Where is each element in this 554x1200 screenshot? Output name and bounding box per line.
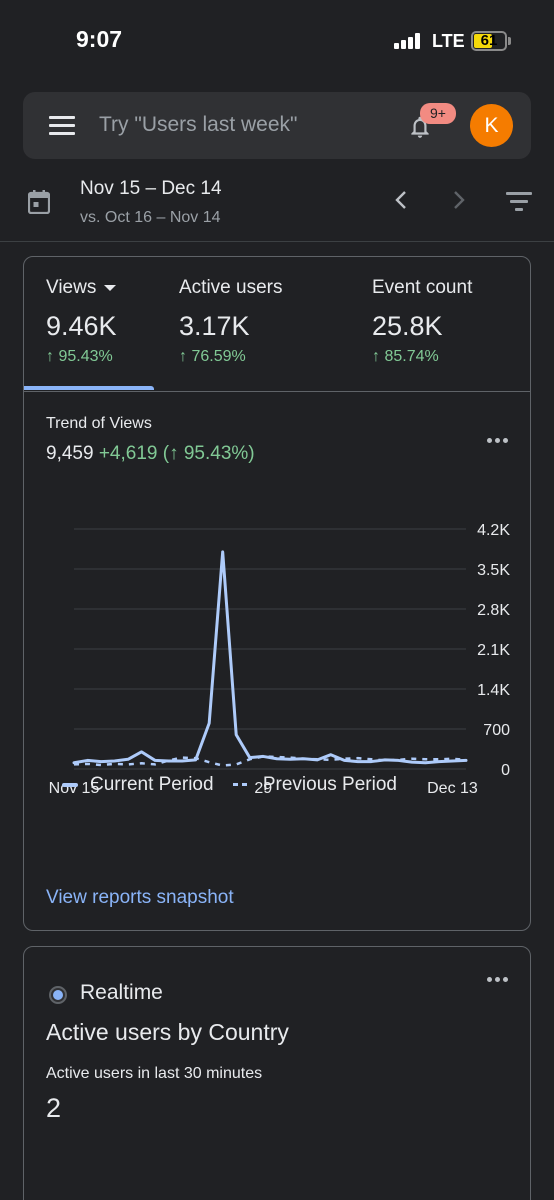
chevron-right-icon[interactable] xyxy=(446,188,470,212)
battery-icon: 61 xyxy=(471,31,507,51)
search-bar[interactable]: Try "Users last week" 9+ K xyxy=(23,92,531,159)
more-options-icon[interactable] xyxy=(487,438,511,446)
network-type: LTE xyxy=(432,31,465,51)
legend-previous: Previous Period xyxy=(232,774,397,796)
series-line-previous xyxy=(73,755,467,767)
metric-change: ↑ 85.74% xyxy=(372,348,439,365)
y-tick-label: 700 xyxy=(483,722,510,739)
trend-delta: +4,619 (↑ 95.43%) xyxy=(98,443,255,464)
date-range[interactable]: Nov 15 – Dec 14 xyxy=(80,178,222,199)
realtime-label: Realtime xyxy=(80,981,163,1004)
menu-icon[interactable] xyxy=(49,116,75,136)
chart-legend: Current Period Previous Period xyxy=(62,774,411,796)
trend-title: Trend of Views xyxy=(46,415,152,432)
realtime-value: 2 xyxy=(46,1093,62,1123)
search-input[interactable]: Try "Users last week" xyxy=(99,113,298,136)
metric-value: 9.46K xyxy=(46,311,117,341)
realtime-card: Realtime Active users by Country Active … xyxy=(23,946,531,1200)
legend-solid-line xyxy=(62,783,78,787)
metric-value: 25.8K xyxy=(372,311,443,341)
dropdown-caret-icon[interactable] xyxy=(104,284,117,291)
chevron-left-icon[interactable] xyxy=(390,188,414,212)
metric-active-users[interactable]: Active users 3.17K ↑ 76.59% xyxy=(179,277,282,366)
y-tick-label: 2.8K xyxy=(477,602,510,619)
realtime-subtitle: Active users in last 30 minutes xyxy=(46,1065,263,1082)
filter-icon[interactable] xyxy=(506,192,532,212)
battery-fill xyxy=(474,34,493,48)
calendar-icon[interactable] xyxy=(28,190,50,214)
trend-total: 9,459 xyxy=(46,443,94,464)
legend-dashed-line xyxy=(232,774,251,796)
signal-strength-icon xyxy=(394,33,420,49)
x-tick-label: 29 xyxy=(254,780,272,797)
metric-change: ↑ 95.43% xyxy=(46,348,113,365)
status-time: 9:07 xyxy=(76,26,123,52)
realtime-title: Active users by Country xyxy=(46,1019,289,1045)
series-line-current xyxy=(72,550,468,765)
metric-label[interactable]: Views xyxy=(46,277,117,299)
notification-count-badge: 9+ xyxy=(420,103,456,124)
x-tick-label: Dec 13 xyxy=(427,780,478,797)
metric-change: ↑ 76.59% xyxy=(179,348,246,365)
y-tick-label: 1.4K xyxy=(477,682,510,699)
metric-label: Event count xyxy=(372,277,473,298)
metric-value: 3.17K xyxy=(179,311,250,341)
views-trend-chart: 0 700 1.4K 2.1K 2.8K 3.5K 4.2K Nov 15 29 Dec 13 xyxy=(49,522,511,797)
status-bar: 9:07 LTE 61 xyxy=(0,0,554,84)
date-range-row: Nov 15 – Dec 14 vs. Oct 16 – Nov 14 xyxy=(0,168,554,240)
more-options-icon[interactable] xyxy=(487,977,511,985)
view-reports-snapshot-link[interactable]: View reports snapshot xyxy=(46,887,234,908)
realtime-indicator-icon xyxy=(49,986,67,1004)
trend-summary: 9,459 +4,619 (↑ 95.43%) xyxy=(46,443,255,465)
metric-label: Active users xyxy=(179,277,283,298)
y-tick-label: 3.5K xyxy=(477,562,510,579)
legend-current: Current Period xyxy=(62,774,214,796)
compare-range: vs. Oct 16 – Nov 14 xyxy=(80,209,221,226)
overview-card: Views 9.46K ↑ 95.43% Active users 3.17K … xyxy=(23,256,531,931)
x-tick-label: Nov 15 xyxy=(49,780,100,797)
selected-tab-indicator xyxy=(24,386,154,390)
metric-event-count[interactable]: Event count 25.8K ↑ 85.74% xyxy=(372,277,472,366)
y-tick-label: 2.1K xyxy=(477,642,510,659)
battery-cap xyxy=(508,37,511,45)
metric-views[interactable]: Views 9.46K ↑ 95.43% xyxy=(46,277,117,366)
content-area xyxy=(0,241,554,1200)
avatar[interactable]: K xyxy=(470,104,513,147)
divider xyxy=(24,391,530,392)
y-tick-label: 0 xyxy=(501,762,510,779)
battery-level: 61 xyxy=(480,32,498,49)
y-tick-label: 4.2K xyxy=(477,522,510,539)
